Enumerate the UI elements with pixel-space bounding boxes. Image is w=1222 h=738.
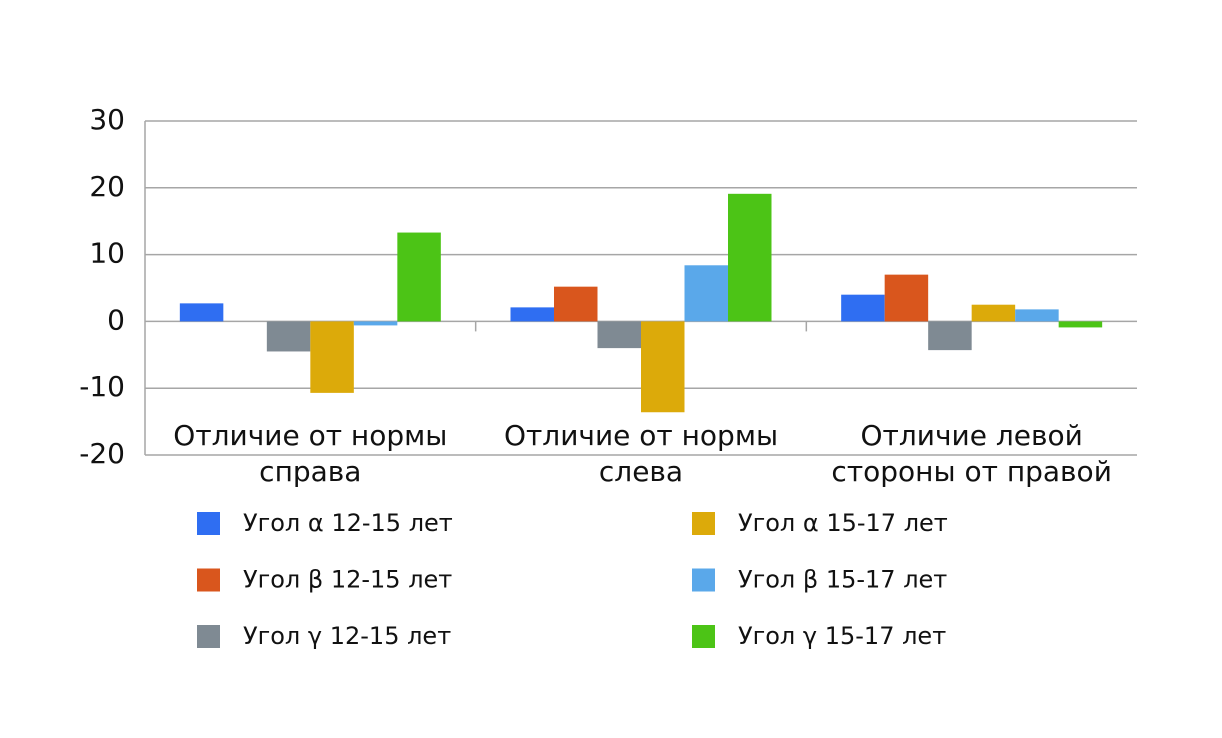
bar <box>928 321 972 351</box>
legend-label: Угол α 15-17 лет <box>738 509 948 537</box>
y-tick-label: 20 <box>89 170 125 203</box>
legend-label: Угол β 12-15 лет <box>243 566 452 594</box>
y-tick-label: 30 <box>89 103 125 136</box>
legend-swatch <box>692 568 715 592</box>
bar <box>1058 321 1103 328</box>
legend-label: Угол γ 12-15 лет <box>243 622 451 650</box>
legend-swatch <box>197 625 220 648</box>
bar <box>554 286 598 322</box>
bar <box>510 307 554 322</box>
bar <box>971 304 1016 322</box>
legend-swatch <box>197 512 220 535</box>
bar <box>1015 309 1059 322</box>
x-tick-label: Отличие левой стороны от правой <box>831 419 1112 488</box>
bar <box>884 274 929 322</box>
legend-swatch <box>692 512 715 535</box>
legend-swatch <box>692 625 715 648</box>
y-tick-label: -10 <box>79 370 125 403</box>
bar <box>728 193 772 322</box>
bar <box>841 294 885 322</box>
bar <box>353 321 398 326</box>
bar <box>266 321 311 352</box>
legend-label: Угол γ 15-17 лет <box>738 622 946 650</box>
y-tick-label: 0 <box>107 303 125 336</box>
x-tick-label: Отличие от нормы справа <box>173 419 448 488</box>
bar <box>179 303 224 322</box>
legend-label: Угол β 15-17 лет <box>738 566 947 594</box>
legend-swatch <box>197 568 220 592</box>
y-tick-label: 10 <box>89 237 125 270</box>
bar <box>597 321 641 349</box>
x-tick-label: Отличие от нормы слева <box>503 419 779 488</box>
bar <box>684 265 728 322</box>
bar <box>641 321 685 413</box>
bar <box>397 232 441 322</box>
legend-label: Угол α 12-15 лет <box>243 509 453 537</box>
bar <box>310 321 354 393</box>
y-tick-label: -20 <box>79 437 125 470</box>
